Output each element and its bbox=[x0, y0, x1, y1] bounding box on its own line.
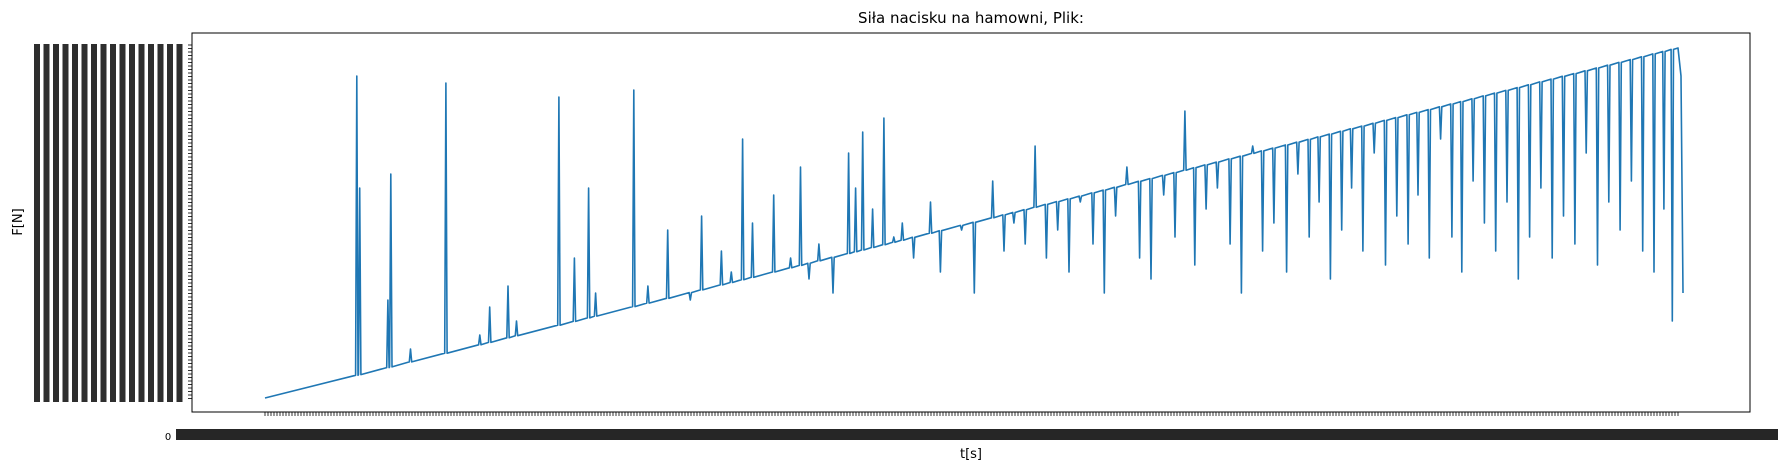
y-tick-label-smear bbox=[100, 44, 107, 402]
series-line bbox=[264, 47, 1684, 399]
y-tick-label-smear bbox=[129, 44, 135, 402]
x-tick-label-smear bbox=[176, 429, 1778, 440]
y-axis-tick-labels bbox=[34, 44, 183, 402]
y-tick-label-smear bbox=[148, 44, 154, 402]
y-axis-label: F[N] bbox=[11, 208, 26, 235]
y-tick-label-smear bbox=[119, 44, 126, 402]
y-tick-label-smear bbox=[43, 44, 50, 402]
y-tick-label-smear bbox=[110, 44, 116, 402]
x-axis-label: t[s] bbox=[960, 447, 982, 462]
y-tick-label-smear bbox=[62, 44, 69, 402]
y-tick-label-smear bbox=[53, 44, 59, 402]
x-axis-ticks bbox=[264, 412, 1679, 416]
x-tick-label-first: 0 bbox=[165, 432, 171, 443]
y-tick-label-smear bbox=[72, 44, 78, 402]
x-axis-tick-labels bbox=[176, 429, 1778, 440]
chart-title: Siła nacisku na hamowni, Plik: bbox=[858, 9, 1084, 27]
y-tick-label-smear bbox=[176, 44, 183, 402]
y-tick-label-smear bbox=[157, 44, 164, 402]
y-tick-label-smear bbox=[81, 44, 88, 402]
y-tick-label-smear bbox=[91, 44, 97, 402]
plot-frame bbox=[191, 32, 1751, 413]
y-tick-label-smear bbox=[34, 44, 40, 402]
y-axis-ticks bbox=[188, 44, 192, 399]
y-tick-label-smear bbox=[138, 44, 145, 402]
y-tick-label-smear bbox=[167, 44, 173, 402]
